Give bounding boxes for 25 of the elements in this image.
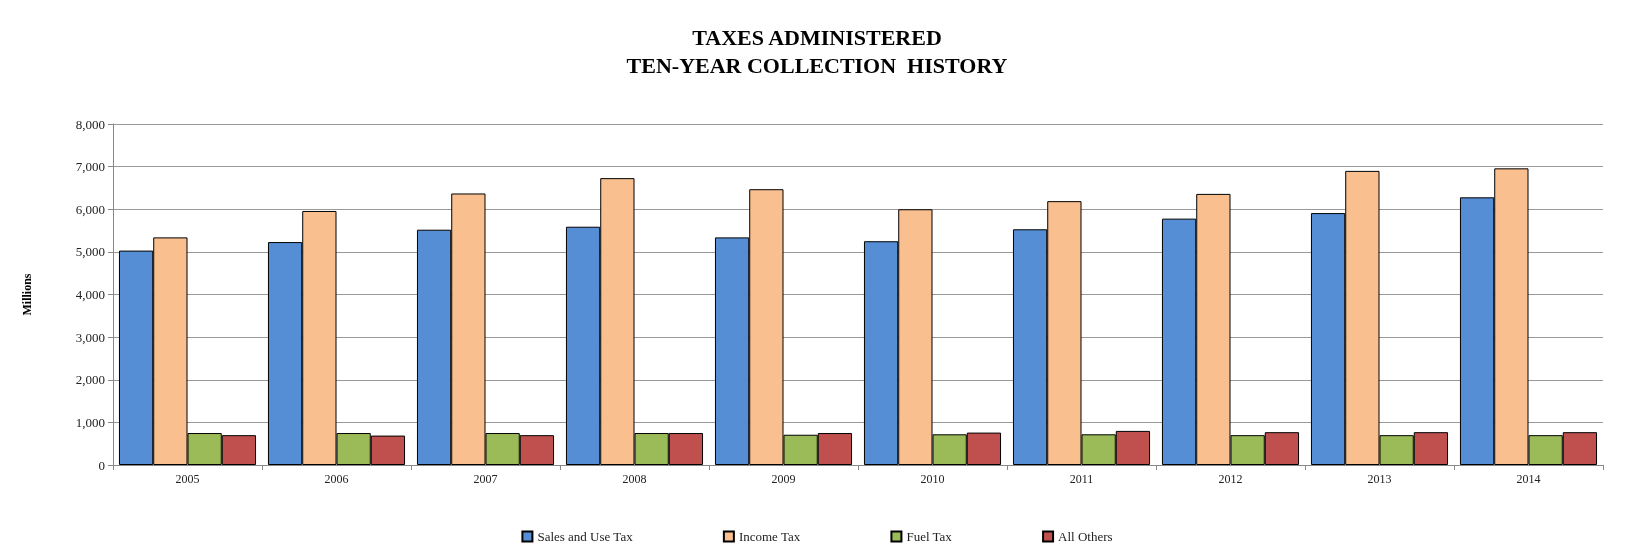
x-tick-label: 2010 xyxy=(920,472,945,486)
x-tick-label: 2014 xyxy=(1516,472,1541,486)
y-tick-label: 8,000 xyxy=(75,116,105,132)
y-axis-title: Millions xyxy=(20,273,34,316)
y-tick-label: 0 xyxy=(98,457,105,473)
x-tick-label: 2007 xyxy=(473,472,498,486)
x-tick-label: 2005 xyxy=(175,472,200,486)
x-tick-label: 2013 xyxy=(1367,472,1392,486)
y-tick-label: 6,000 xyxy=(75,201,105,217)
legend-label: Fuel Tax xyxy=(906,529,953,544)
y-tick-label: 3,000 xyxy=(75,329,105,345)
x-tick-label: 2012 xyxy=(1218,472,1243,486)
chart-title: TAXES ADMINISTERED TEN-YEAR COLLECTION HISTORY xyxy=(626,24,1008,78)
x-tick-label: 2008 xyxy=(622,472,647,486)
y-tick-label: 2,000 xyxy=(75,372,105,388)
legend-label: All Others xyxy=(1058,529,1113,544)
legend-label: Income Tax xyxy=(738,529,801,544)
x-tick-label: 2006 xyxy=(324,472,349,486)
y-tick-label: 1,000 xyxy=(75,414,105,430)
y-tick-label: 7,000 xyxy=(75,159,105,175)
y-tick-label: 5,000 xyxy=(75,244,105,260)
x-tick-label: 2011 xyxy=(1069,472,1094,486)
x-tick-label: 2009 xyxy=(771,472,796,486)
legend-label: Sales and Use Tax xyxy=(537,529,634,544)
y-tick-label: 4,000 xyxy=(75,287,105,302)
